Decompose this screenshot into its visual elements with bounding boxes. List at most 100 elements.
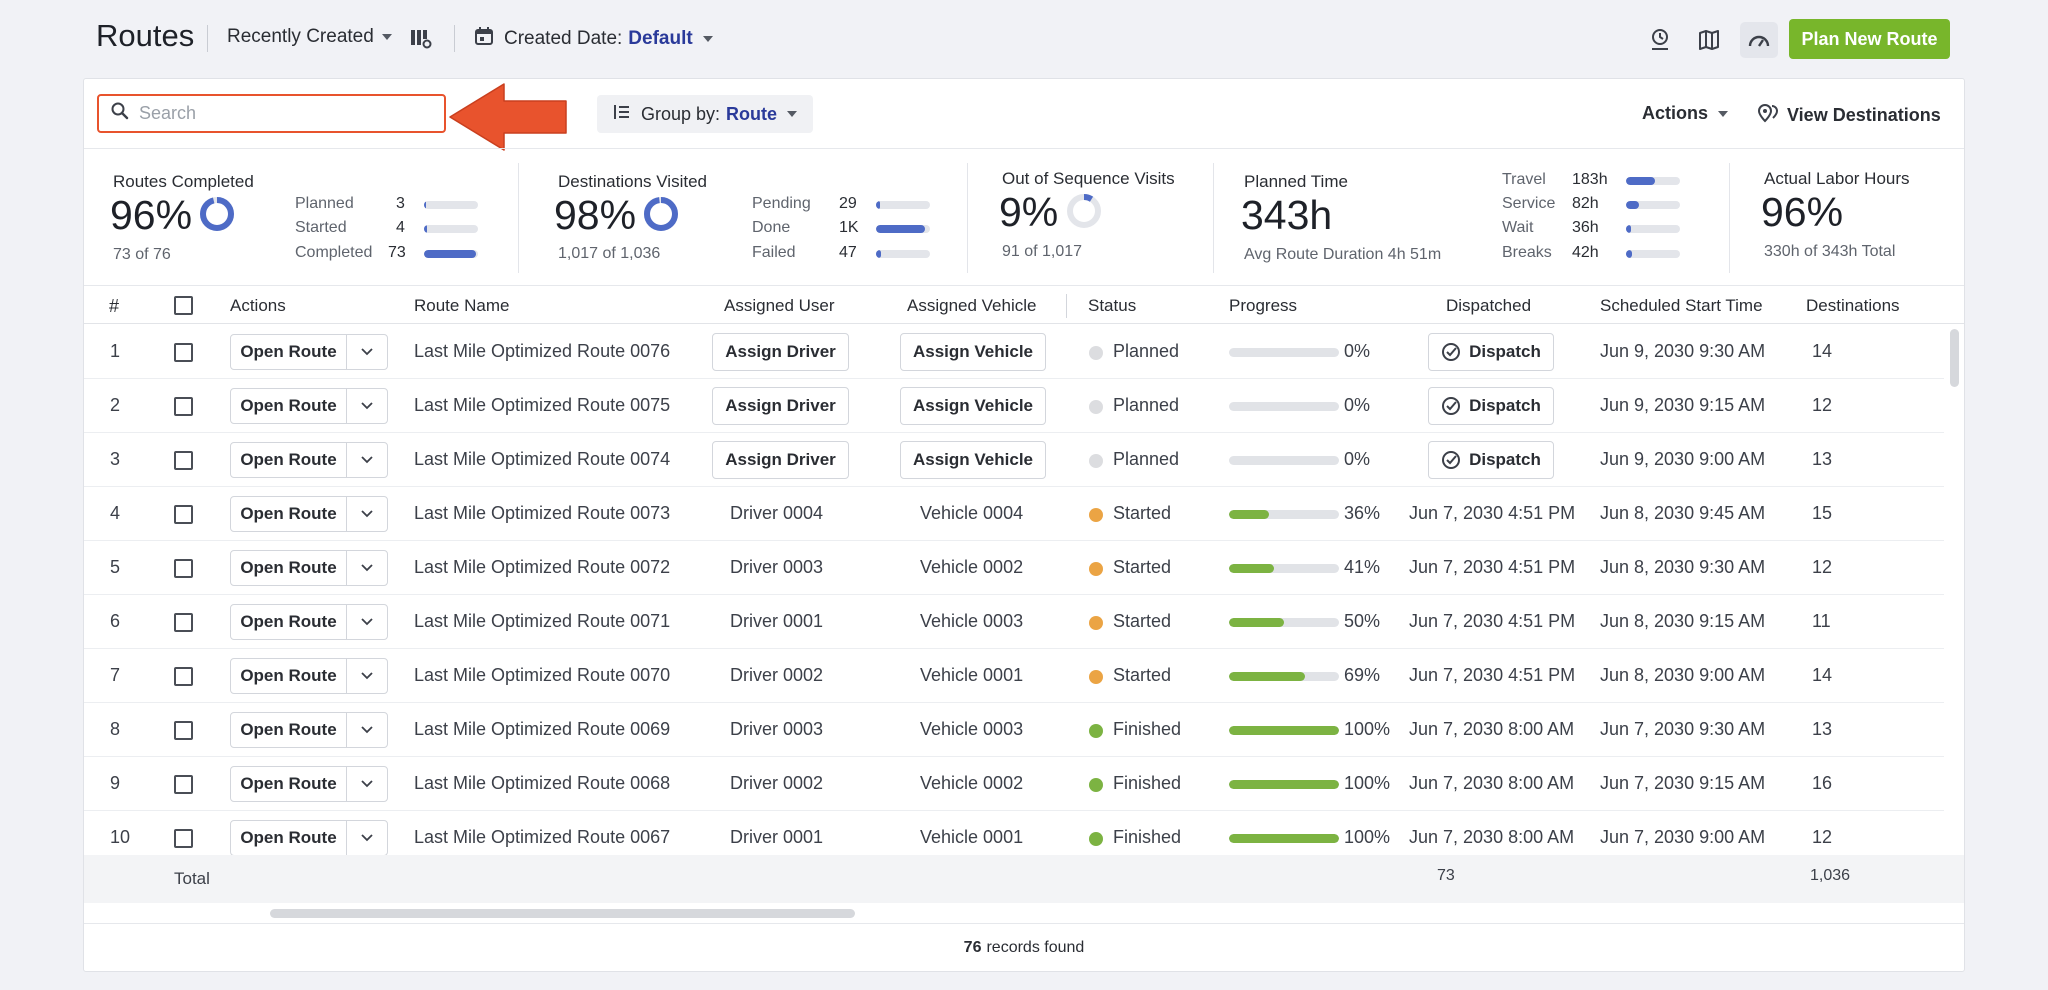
open-route-button[interactable]: Open Route [231, 443, 347, 477]
route-name[interactable]: Last Mile Optimized Route 0076 [414, 341, 671, 361]
chevron-down-icon[interactable] [347, 389, 387, 423]
chevron-down-icon[interactable] [347, 497, 387, 531]
chevron-down-icon[interactable] [347, 821, 387, 855]
open-route-button-group[interactable]: Open Route [230, 550, 388, 586]
assign-vehicle-button[interactable]: Assign Vehicle [900, 333, 1046, 371]
date-filter[interactable]: Created Date: Default [474, 26, 713, 52]
total-label: Total [174, 869, 210, 888]
planned-time-title: Planned Time [1244, 172, 1348, 191]
plan-new-route-button[interactable]: Plan New Route [1789, 19, 1950, 59]
dispatch-button[interactable]: Dispatch [1428, 441, 1554, 479]
column-header-destinations[interactable]: Destinations [1806, 296, 1900, 315]
open-route-button[interactable]: Open Route [231, 821, 347, 855]
dispatched-time: Jun 7, 2030 8:00 AM [1409, 773, 1575, 793]
assign-driver-button[interactable]: Assign Driver [712, 441, 849, 479]
open-route-button[interactable]: Open Route [231, 551, 347, 585]
chevron-down-icon[interactable] [347, 659, 387, 693]
column-header-status[interactable]: Status [1088, 296, 1137, 315]
column-header-dispatched[interactable]: Dispatched [1446, 296, 1532, 315]
route-name[interactable]: Last Mile Optimized Route 0072 [414, 557, 671, 577]
row-checkbox[interactable] [174, 721, 193, 740]
route-name[interactable]: Last Mile Optimized Route 0068 [414, 773, 671, 793]
open-route-button-group[interactable]: Open Route [230, 712, 388, 748]
open-route-button[interactable]: Open Route [231, 767, 347, 801]
stat-label: Service [1502, 195, 1556, 212]
view-destinations-button[interactable]: View Destinations [1757, 103, 1941, 128]
table-row[interactable]: 1 Open Route Last Mile Optimized Route 007… [84, 325, 1944, 379]
column-header-assigned-user[interactable]: Assigned User [724, 296, 835, 315]
select-all-checkbox[interactable] [174, 296, 193, 315]
dispatch-button[interactable]: Dispatch [1428, 387, 1554, 425]
row-checkbox[interactable] [174, 559, 193, 578]
open-route-button-group[interactable]: Open Route [230, 496, 388, 532]
vertical-scrollbar[interactable] [1950, 329, 1959, 387]
route-name[interactable]: Last Mile Optimized Route 0069 [414, 719, 671, 739]
table-row[interactable]: 8 Open Route Last Mile Optimized Route 006… [84, 703, 1944, 757]
table-row[interactable]: 9 Open Route Last Mile Optimized Route 006… [84, 757, 1944, 811]
open-route-button[interactable]: Open Route [231, 497, 347, 531]
column-header-scheduled-start[interactable]: Scheduled Start Time [1600, 296, 1763, 315]
row-checkbox[interactable] [174, 613, 193, 632]
row-checkbox[interactable] [174, 451, 193, 470]
table-row[interactable]: 3 Open Route Last Mile Optimized Route 007… [84, 433, 1944, 487]
route-name[interactable]: Last Mile Optimized Route 0075 [414, 395, 671, 415]
route-name[interactable]: Last Mile Optimized Route 0071 [414, 611, 671, 631]
open-route-button-group[interactable]: Open Route [230, 334, 388, 370]
chevron-down-icon[interactable] [347, 713, 387, 747]
chevron-down-icon[interactable] [347, 605, 387, 639]
table-row[interactable]: 2 Open Route Last Mile Optimized Route 007… [84, 379, 1944, 433]
dispatch-button[interactable]: Dispatch [1428, 333, 1554, 371]
row-checkbox[interactable] [174, 505, 193, 524]
assign-vehicle-button[interactable]: Assign Vehicle [900, 387, 1046, 425]
row-checkbox[interactable] [174, 667, 193, 686]
row-checkbox[interactable] [174, 829, 193, 848]
route-name[interactable]: Last Mile Optimized Route 0070 [414, 665, 671, 685]
open-route-button[interactable]: Open Route [231, 605, 347, 639]
column-header-route-name[interactable]: Route Name [414, 296, 510, 315]
table-row[interactable]: 7 Open Route Last Mile Optimized Route 007… [84, 649, 1944, 703]
location-history-icon[interactable] [1641, 22, 1679, 58]
chevron-down-icon[interactable] [347, 767, 387, 801]
dashboard-gauge-icon[interactable] [1740, 22, 1778, 58]
open-route-button[interactable]: Open Route [231, 389, 347, 423]
chevron-down-icon[interactable] [347, 335, 387, 369]
assign-driver-button[interactable]: Assign Driver [712, 387, 849, 425]
route-name[interactable]: Last Mile Optimized Route 0067 [414, 827, 671, 847]
chevron-down-icon[interactable] [347, 551, 387, 585]
assign-driver-button[interactable]: Assign Driver [712, 333, 849, 371]
horizontal-scrollbar[interactable] [270, 909, 855, 918]
column-header-number[interactable]: # [109, 296, 120, 316]
group-by-select[interactable]: Group by: Route [597, 95, 814, 133]
progress-percent: 100% [1344, 773, 1391, 793]
actions-menu[interactable]: Actions [1642, 103, 1729, 124]
open-route-button-group[interactable]: Open Route [230, 442, 388, 478]
route-name[interactable]: Last Mile Optimized Route 0073 [414, 503, 671, 523]
table-row[interactable]: 4 Open Route Last Mile Optimized Route 007… [84, 487, 1944, 541]
route-name[interactable]: Last Mile Optimized Route 0074 [414, 449, 671, 469]
open-route-button-group[interactable]: Open Route [230, 820, 388, 856]
map-icon[interactable] [1690, 22, 1728, 58]
open-route-button-group[interactable]: Open Route [230, 766, 388, 802]
stat-label: Travel [1502, 171, 1546, 188]
open-route-button[interactable]: Open Route [231, 713, 347, 747]
open-route-button[interactable]: Open Route [231, 659, 347, 693]
search-input[interactable] [139, 103, 419, 124]
chevron-down-icon[interactable] [347, 443, 387, 477]
row-checkbox[interactable] [174, 397, 193, 416]
open-route-button-group[interactable]: Open Route [230, 388, 388, 424]
column-header-assigned-vehicle[interactable]: Assigned Vehicle [907, 296, 1037, 315]
open-route-button-group[interactable]: Open Route [230, 604, 388, 640]
open-route-button[interactable]: Open Route [231, 335, 347, 369]
row-checkbox[interactable] [174, 775, 193, 794]
column-header-progress[interactable]: Progress [1229, 296, 1298, 315]
table-row[interactable]: 10 Open Route Last Mile Optimized Route 00… [84, 811, 1944, 865]
table-row[interactable]: 6 Open Route Last Mile Optimized Route 007… [84, 595, 1944, 649]
sort-select[interactable]: Recently Created [227, 26, 392, 48]
row-checkbox[interactable] [174, 343, 193, 362]
assign-vehicle-button[interactable]: Assign Vehicle [900, 441, 1046, 479]
open-route-button-group[interactable]: Open Route [230, 658, 388, 694]
column-resize-handle[interactable] [1066, 294, 1067, 318]
table-row[interactable]: 5 Open Route Last Mile Optimized Route 007… [84, 541, 1944, 595]
column-settings-icon[interactable] [410, 28, 432, 55]
search-box[interactable] [97, 94, 446, 133]
